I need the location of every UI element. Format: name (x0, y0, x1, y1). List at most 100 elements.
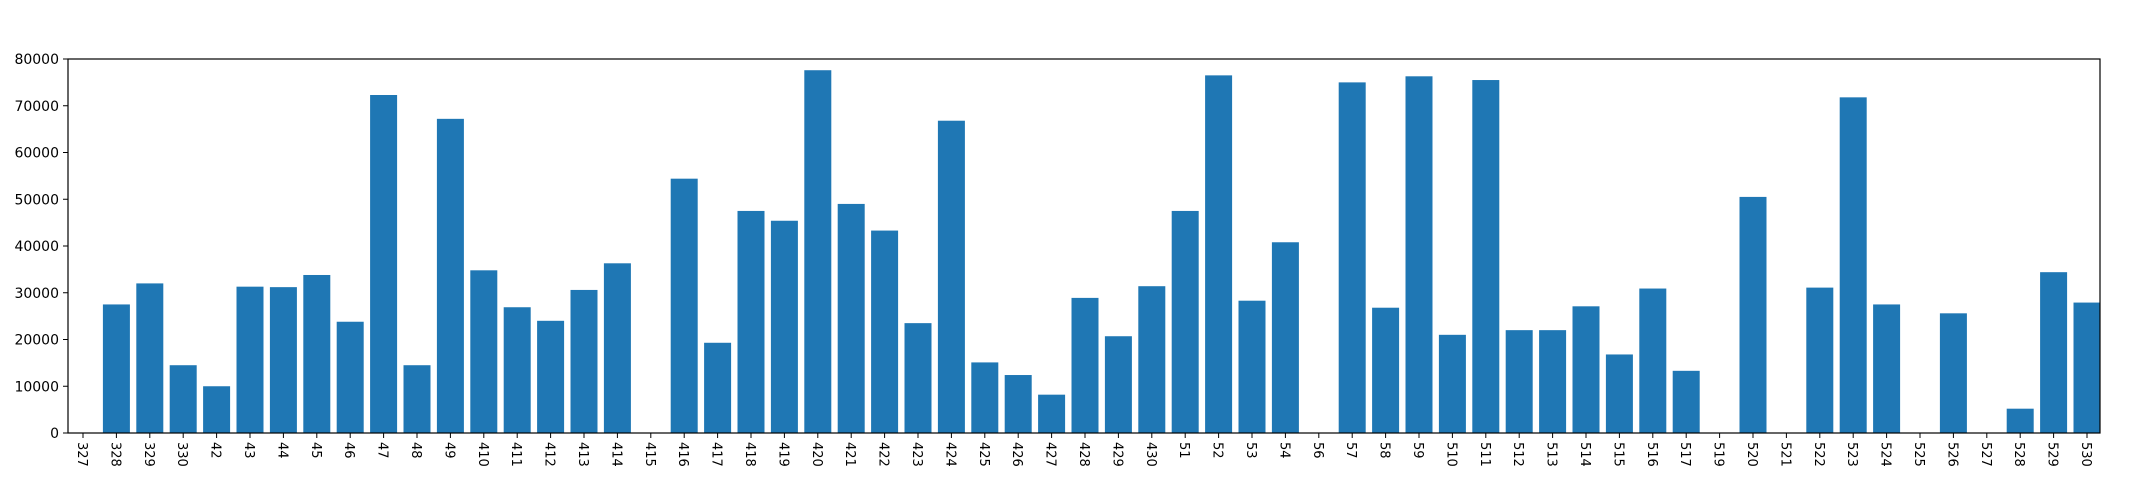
x-tick-label: 514 (1577, 442, 1592, 467)
bar-528 (2006, 408, 2034, 433)
x-tick-label: 47 (375, 442, 390, 459)
y-tick-label: 70000 (14, 99, 59, 115)
bar-57 (1338, 82, 1366, 434)
x-tick-label: 510 (1443, 442, 1458, 467)
x-tick-label: 430 (1143, 442, 1158, 467)
x-tick-label: 419 (775, 442, 790, 467)
x-tick-label: 42 (208, 442, 223, 459)
x-tick-label: 513 (1544, 442, 1559, 467)
x-tick-label: 414 (608, 442, 623, 467)
x-tick-label: 511 (1477, 442, 1492, 467)
y-axis: 0 10000 20000 30000 40000 50000 60000 70000 8000… (14, 52, 68, 442)
x-tick-label: 522 (1811, 442, 1826, 467)
bar-425 (971, 362, 999, 433)
y-tick-label: 10000 (14, 379, 59, 395)
x-tick-label: 526 (1944, 442, 1959, 467)
x-tick-label: 410 (475, 442, 490, 467)
bar-428 (1071, 297, 1099, 433)
bar-512 (1505, 330, 1533, 433)
bar-412 (537, 320, 565, 433)
bar-524 (1873, 304, 1901, 433)
x-tick-label: 516 (1644, 442, 1659, 467)
x-tick-label: 327 (74, 442, 89, 467)
x-tick-label: 421 (842, 442, 857, 467)
bar-44 (269, 287, 297, 433)
bar-526 (1939, 313, 1967, 433)
x-tick-label: 512 (1510, 442, 1525, 467)
bar-53 (1238, 300, 1266, 433)
x-tick-label: 416 (675, 442, 690, 467)
x-tick-label: 517 (1677, 442, 1692, 467)
y-tick-label: 0 (50, 426, 59, 442)
bar-520 (1739, 196, 1767, 433)
bar-511 (1472, 80, 1500, 433)
bar-420 (804, 70, 832, 433)
x-tick-label: 56 (1310, 442, 1325, 459)
x-tick-label: 57 (1343, 442, 1358, 459)
x-tick-label: 328 (107, 442, 122, 467)
y-tick-label: 80000 (14, 52, 59, 68)
bar-329 (136, 283, 164, 433)
bar-422 (871, 230, 899, 433)
x-tick-label: 412 (542, 442, 557, 467)
x-tick-label: 49 (441, 442, 456, 459)
x-tick-label: 51 (1176, 442, 1191, 459)
x-tick-label: 59 (1410, 442, 1425, 459)
bar-429 (1104, 336, 1132, 433)
bar-516 (1639, 288, 1667, 433)
x-tick-label: 528 (2011, 442, 2026, 467)
x-tick-label: 53 (1243, 442, 1258, 459)
x-tick-label: 417 (709, 442, 724, 467)
x-tick-label: 425 (976, 442, 991, 467)
x-tick-label: 423 (909, 442, 924, 467)
y-tick-label: 40000 (14, 239, 59, 255)
x-tick-label: 418 (742, 442, 757, 467)
x-tick-label: 415 (642, 442, 657, 467)
bar-510 (1438, 334, 1466, 433)
x-axis: 327 328 329 330 42 43 44 45 46 47 48 49 410 411 412 413… (74, 433, 2093, 467)
y-tick-label: 60000 (14, 146, 59, 162)
bar-419 (770, 220, 798, 433)
x-tick-label: 411 (508, 442, 523, 467)
bar-414 (603, 263, 631, 433)
x-tick-label: 429 (1109, 442, 1124, 467)
x-tick-label: 46 (341, 442, 356, 459)
bar-517 (1672, 370, 1700, 433)
x-tick-label: 521 (1777, 442, 1792, 467)
bar-417 (704, 342, 732, 433)
bar-522 (1806, 287, 1834, 433)
bar-410 (470, 270, 498, 433)
bar-426 (1004, 375, 1032, 433)
bar-423 (904, 323, 932, 433)
x-tick-label: 330 (174, 442, 189, 467)
bar-48 (403, 365, 431, 433)
x-tick-label: 422 (876, 442, 891, 467)
x-tick-label: 524 (1878, 442, 1893, 467)
x-tick-label: 44 (274, 442, 289, 459)
bar-530 (2073, 302, 2101, 433)
x-tick-label: 43 (241, 442, 256, 459)
bar-515 (1605, 354, 1633, 433)
bar-43 (236, 286, 264, 433)
bar-46 (336, 321, 364, 433)
bar-514 (1572, 306, 1600, 433)
x-tick-label: 519 (1711, 442, 1726, 467)
x-tick-label: 426 (1009, 442, 1024, 467)
bar-51 (1171, 210, 1199, 433)
bar-411 (503, 307, 531, 433)
x-tick-label: 525 (1911, 442, 1926, 467)
bar-418 (737, 210, 765, 433)
x-tick-label: 329 (141, 442, 156, 467)
x-tick-label: 48 (408, 442, 423, 459)
bar-513 (1539, 330, 1567, 433)
bar-328 (102, 304, 130, 433)
bar-58 (1372, 307, 1400, 433)
bars-layer (102, 70, 2101, 434)
bar-45 (303, 274, 331, 433)
bar-42 (203, 386, 231, 433)
x-tick-label: 515 (1610, 442, 1625, 467)
x-tick-label: 523 (1844, 442, 1859, 467)
y-tick-label: 20000 (14, 333, 59, 349)
bar-427 (1038, 394, 1066, 433)
